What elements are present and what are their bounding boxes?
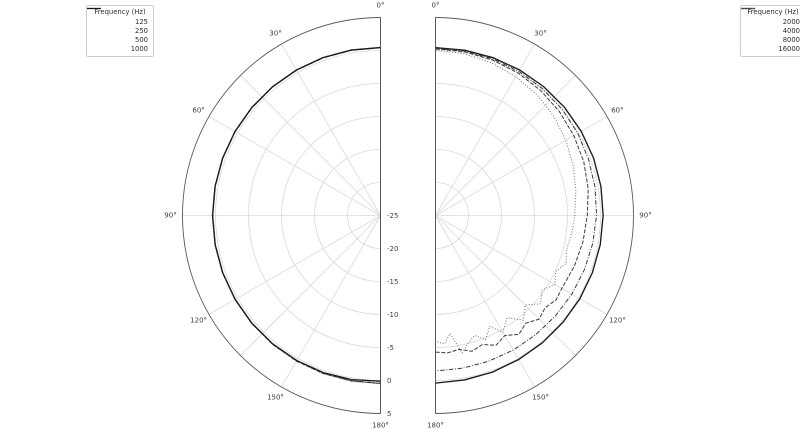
legend-label: 250 [135,26,148,35]
series-curve-2000 [435,47,604,384]
legend-label: 500 [135,35,148,44]
theta-gridline [435,215,535,388]
series-curve-4000 [435,48,598,372]
theta-tick-label: 180° [427,422,444,430]
r-tick-label: 5 [387,410,391,418]
r-tick-label: -10 [387,311,398,319]
legend-item-4000: 4000 [741,8,800,35]
legend-item-250: 250 [87,8,148,35]
r-tick-label: -20 [387,245,398,253]
theta-tick-label: 150° [267,393,284,401]
theta-gridline [281,215,381,388]
legend-right-title: Frequency (Hz) [747,8,799,16]
theta-tick-label: 150° [532,393,549,401]
theta-gridline [240,215,381,356]
theta-tick-label: 60° [192,107,204,115]
theta-tick-label: 30° [534,30,546,38]
theta-gridline [208,215,381,315]
theta-gridline [281,43,381,216]
legend-left: Frequency (Hz) 125 250 500 1000 [86,5,154,58]
legend-label: 125 [135,17,148,26]
r-tick-label: -15 [387,278,398,286]
outer-boundary [182,17,381,414]
legend-item-500: 500 [87,8,148,44]
theta-gridline [240,75,381,216]
legend-right: Frequency (Hz) 2000 4000 8000 16000 [740,5,800,58]
legend-item-1000: 1000 [87,7,148,53]
legend-item-125: 125 [87,8,148,26]
theta-gridline [208,116,381,216]
legend-label: 2000 [782,17,800,26]
theta-tick-label: 120° [190,317,207,325]
series-curve-16000 [435,49,577,354]
r-tick-label: 0 [387,377,391,385]
theta-gridline [435,215,576,356]
theta-tick-label: 90° [639,212,651,220]
series-curve-8000 [435,48,589,354]
series-curve-1000 [211,46,381,382]
theta-tick-label: 180° [372,422,389,430]
outer-boundary [435,17,634,414]
line-swatch-solid-icon [87,7,101,10]
theta-tick-label: 90° [164,212,176,220]
line-swatch-dotted-icon [741,8,755,9]
theta-tick-label: 60° [611,107,623,115]
theta-tick-label: 0° [377,2,385,10]
theta-tick-label: 120° [609,317,626,325]
theta-gridline [435,215,608,315]
legend-label: 1000 [130,44,148,53]
legend-left-title: Frequency (Hz) [94,8,146,16]
legend-label: 8000 [782,35,800,44]
polar-chart-left: 0° 30° 60° 90° 120° 150° 180° -25 -20 -15 -10 -5 0 5 [164,2,398,430]
legend-label: 16000 [778,44,800,53]
r-tick-label: -25 [387,212,398,220]
theta-gridline [435,116,608,216]
legend-item-16000: 16000 [741,8,800,53]
legend-item-8000: 8000 [741,8,800,44]
polar-chart-right: 0° 30° 60° 90° 120° 150° 180° [427,2,652,430]
theta-tick-label: 30° [269,30,281,38]
legend-label: 4000 [782,26,800,35]
theta-tick-label: 0° [432,2,440,10]
legend-item-2000: 2000 [741,7,800,26]
r-tick-label: -5 [387,344,394,352]
